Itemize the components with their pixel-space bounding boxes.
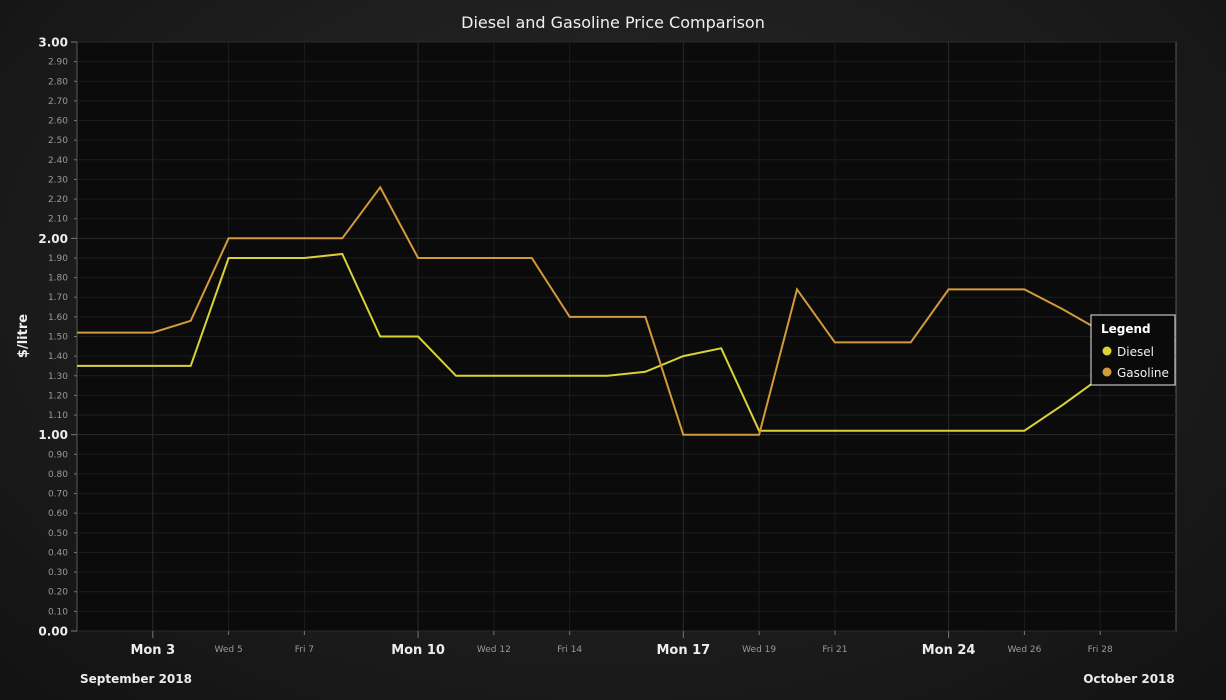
y-tick-label: 1.40 [48, 352, 68, 362]
y-tick-label: 0.70 [48, 490, 68, 500]
y-tick-label: 0.90 [48, 450, 68, 460]
y-tick-label: 2.00 [38, 232, 68, 246]
legend: Legend Diesel Gasoline [1091, 315, 1175, 385]
x-tick-label: Fri 21 [822, 645, 847, 655]
y-tick-label: 1.90 [48, 254, 68, 264]
y-tick-label: 2.10 [48, 215, 68, 225]
month-label-end: October 2018 [1083, 672, 1175, 686]
x-tick-label: Wed 5 [214, 645, 242, 655]
y-tick-label: 1.50 [48, 333, 68, 343]
y-tick-label: 0.50 [48, 529, 68, 539]
x-axis: Mon 3 Wed 5 Fri 7 Mon 10 Wed 12 Fri 14 Mon 17 W… [130, 631, 1113, 658]
y-tick-label: 1.00 [38, 428, 68, 442]
x-tick-label: Wed 12 [477, 645, 511, 655]
y-tick-label: 0.80 [48, 470, 68, 480]
y-tick-label: 2.50 [48, 136, 68, 146]
y-tick-label: 1.80 [48, 274, 68, 284]
y-tick-label: 2.80 [48, 77, 68, 87]
y-tick-label: 0.60 [48, 509, 68, 519]
x-tick-label: Mon 17 [656, 643, 710, 658]
y-tick-label: 2.60 [48, 117, 68, 127]
y-tick-label: 1.10 [48, 411, 68, 421]
y-tick-label: 0.40 [48, 548, 68, 558]
legend-label-gasoline: Gasoline [1117, 366, 1169, 380]
x-tick-label: Fri 28 [1088, 645, 1113, 655]
x-tick-label: Mon 10 [391, 643, 445, 658]
y-tick-label: 2.40 [48, 156, 68, 166]
y-axis-label: $/litre [16, 314, 31, 358]
x-tick-label: Mon 3 [130, 643, 175, 658]
y-tick-label: 0.10 [48, 607, 68, 617]
y-tick-label: 2.20 [48, 195, 68, 205]
legend-marker-gasoline [1103, 368, 1112, 377]
y-tick-label: 3.00 [38, 36, 68, 50]
chart-title: Diesel and Gasoline Price Comparison [461, 13, 765, 32]
x-tick-label: Wed 19 [742, 645, 776, 655]
y-tick-label: 2.70 [48, 97, 68, 107]
y-tick-label: 2.90 [48, 58, 68, 68]
y-tick-label: 0.20 [48, 588, 68, 598]
x-tick-label: Fri 14 [557, 645, 582, 655]
y-tick-label: 1.70 [48, 293, 68, 303]
y-axis: 0.00 0.10 0.20 0.30 0.40 0.50 0.60 0.70 0.80 0.90… [38, 36, 77, 639]
legend-label-diesel: Diesel [1117, 345, 1154, 359]
y-tick-label: 1.30 [48, 372, 68, 382]
x-tick-label: Wed 26 [1007, 645, 1041, 655]
y-tick-label: 0.30 [48, 568, 68, 578]
legend-title: Legend [1101, 322, 1151, 336]
legend-marker-diesel [1103, 347, 1112, 356]
y-tick-label: 1.20 [48, 391, 68, 401]
x-tick-label: Mon 24 [922, 643, 976, 658]
x-tick-label: Fri 7 [295, 645, 314, 655]
y-tick-label: 1.60 [48, 313, 68, 323]
y-tick-label: 2.30 [48, 175, 68, 185]
month-label-start: September 2018 [80, 672, 192, 686]
y-tick-label: 0.00 [38, 625, 68, 639]
